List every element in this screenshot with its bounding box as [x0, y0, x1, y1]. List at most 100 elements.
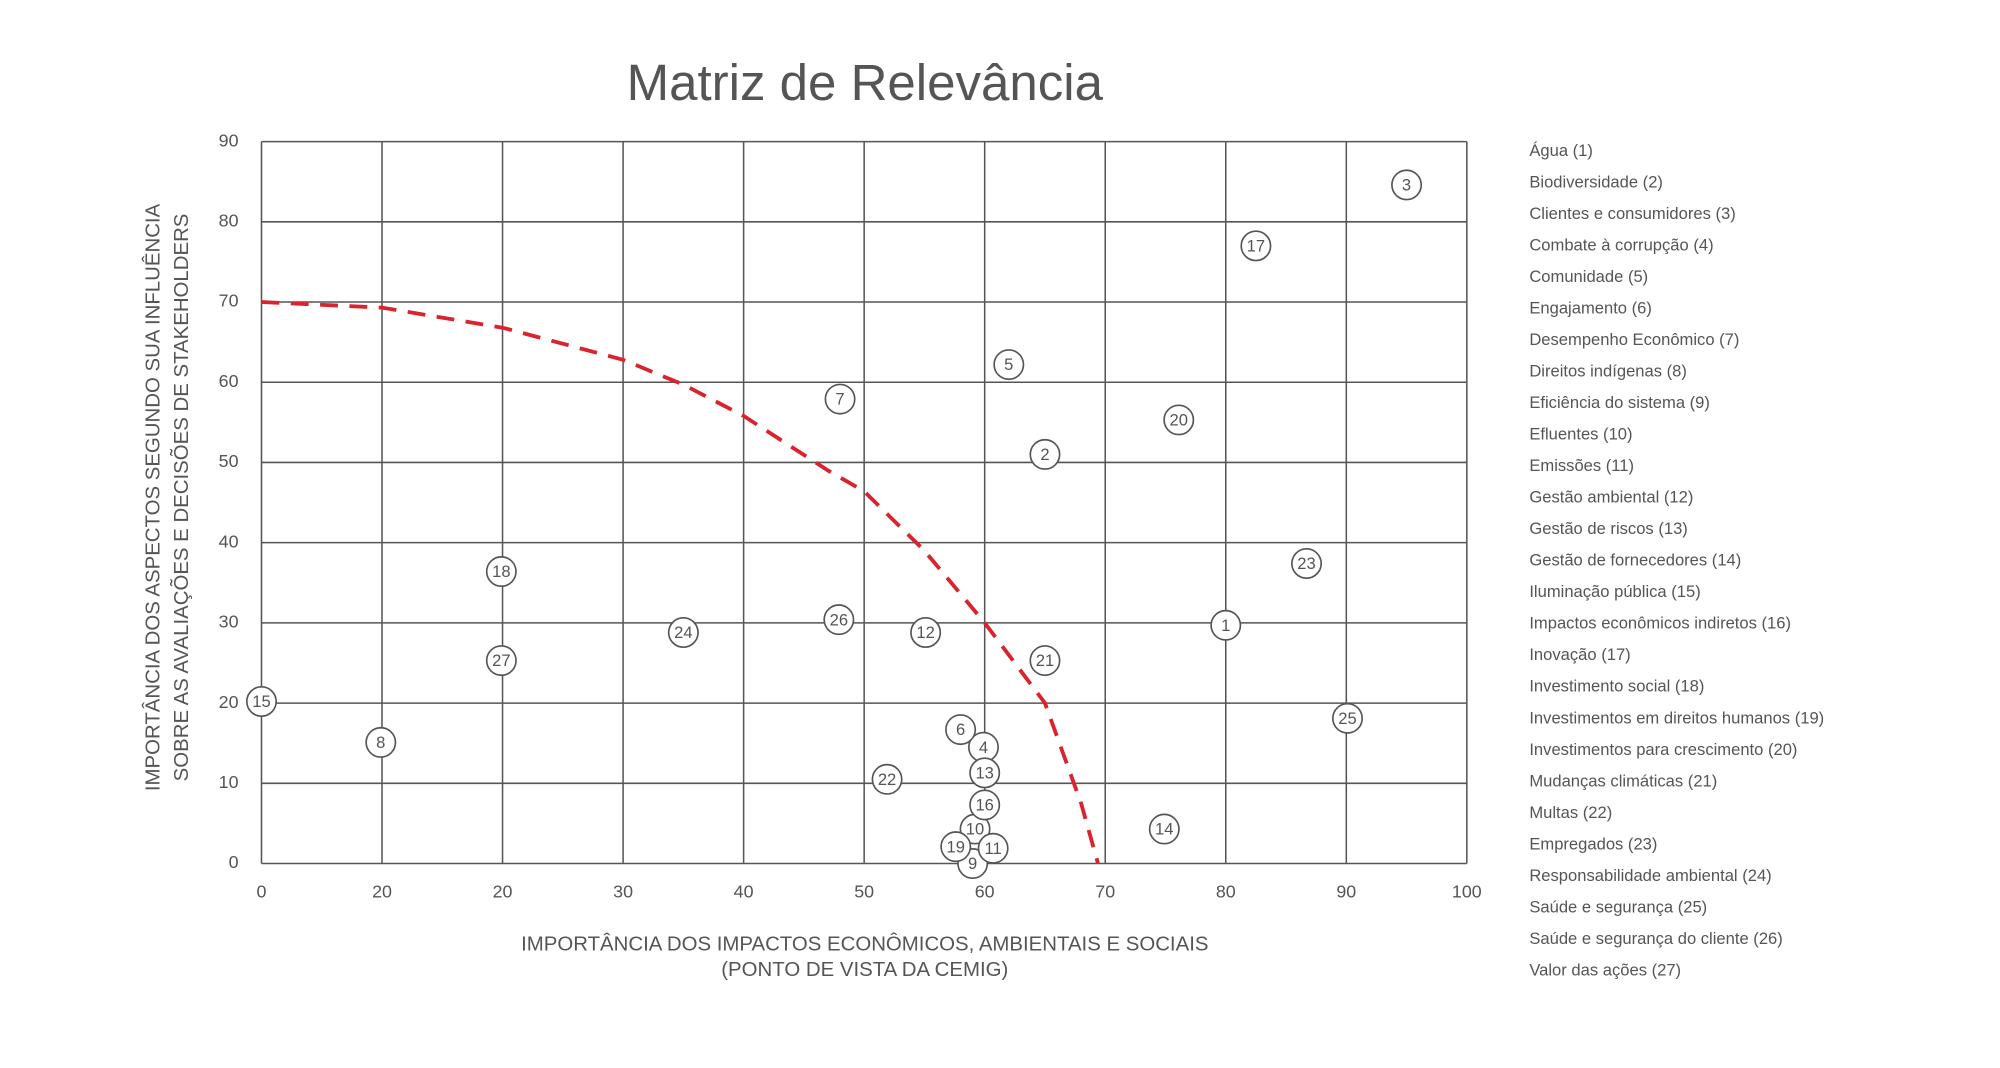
y-axis-title: IMPORTÂNCIA DOS ASPECTOS SEGUNDO SUA INF…: [142, 203, 165, 791]
legend-entry: Gestão de riscos (13): [1529, 519, 1687, 538]
data-point: [1210, 609, 1242, 641]
legend-entry: Engajamento (6): [1529, 299, 1652, 318]
x-tick-label: 70: [1095, 882, 1115, 902]
point-label: 20: [1170, 411, 1188, 430]
legend-entry: Comunidade (5): [1529, 267, 1648, 286]
data-point: [485, 556, 517, 588]
point-label: 27: [492, 651, 510, 670]
legend-entry: Combate à corrupção (4): [1529, 236, 1713, 255]
data-point: [969, 789, 1001, 821]
legend-entry: Saúde e segurança do cliente (26): [1529, 929, 1782, 948]
y-tick-label: 10: [219, 772, 239, 792]
data-point: [365, 726, 397, 758]
legend-entry: Investimento social (18): [1529, 677, 1704, 696]
y-tick-label: 70: [219, 291, 239, 311]
x-tick-label: 100: [1452, 882, 1482, 902]
legend-entry: Desempenho Econômico (7): [1529, 330, 1739, 349]
y-tick-label: 40: [219, 531, 239, 551]
legend-entry: Mudanças climáticas (21): [1529, 771, 1717, 790]
x-tick-label: 60: [975, 882, 995, 902]
legend-entry: Água (1): [1529, 141, 1593, 160]
point-label: 17: [1247, 237, 1265, 256]
data-point: [977, 832, 1009, 864]
data-point: [1240, 230, 1272, 262]
legend-entry: Saúde e segurança (25): [1529, 897, 1707, 916]
data-point: [485, 645, 517, 677]
data-point: [1163, 404, 1195, 436]
legend-entry: Emissões (11): [1529, 456, 1634, 475]
legend-entry: Inovação (17): [1529, 645, 1630, 664]
data-point: [667, 617, 699, 649]
point-label: 12: [916, 623, 934, 642]
point-label: 8: [376, 733, 385, 752]
data-point: [969, 757, 1001, 789]
point-label: 9: [968, 854, 977, 873]
data-point: [1148, 813, 1180, 845]
legend-entry: Biodiversidade (2): [1529, 173, 1663, 192]
point-label: 10: [966, 820, 984, 839]
y-tick-label: 30: [219, 612, 239, 632]
legend-entry: Gestão de fornecedores (14): [1529, 551, 1741, 570]
x-tick-label: 20: [493, 882, 513, 902]
data-point: [910, 617, 942, 649]
data-point: [1332, 702, 1364, 734]
legend-entry: Iluminação pública (15): [1529, 582, 1700, 601]
data-point: [1029, 645, 1061, 677]
legend-entry: Empregados (23): [1529, 834, 1657, 853]
legend-entry: Clientes e consumidores (3): [1529, 204, 1735, 223]
data-point: [823, 604, 855, 636]
y-tick-label: 20: [219, 692, 239, 712]
y-axis-title: SOBRE AS AVALIAÇÕES E DECISÕES DE STAKEH…: [169, 214, 193, 782]
threshold-curve: [261, 300, 1100, 865]
point-label: 11: [985, 839, 1002, 858]
point-label: 26: [830, 610, 848, 629]
point-label: 2: [1040, 445, 1049, 464]
point-label: 23: [1297, 554, 1315, 573]
point-label: 16: [975, 796, 993, 815]
legend-entry: Multas (22): [1529, 803, 1612, 822]
y-tick-label: 80: [219, 211, 239, 231]
point-label: 14: [1155, 820, 1173, 839]
legend-entry: Responsabilidade ambiental (24): [1529, 866, 1771, 885]
x-tick-label: 40: [734, 882, 754, 902]
legend-entry: Efluentes (10): [1529, 425, 1632, 444]
point-label: 7: [835, 390, 844, 409]
y-tick-label: 90: [219, 130, 239, 150]
point-label: 24: [674, 623, 692, 642]
y-tick-label: 60: [219, 371, 239, 391]
data-point: [871, 763, 903, 795]
data-point: [1391, 169, 1423, 201]
point-label: 3: [1402, 176, 1411, 195]
data-point: [945, 714, 977, 746]
legend-entry: Impactos econômicos indiretos (16): [1529, 614, 1791, 633]
point-label: 15: [252, 692, 270, 711]
x-tick-label: 20: [372, 882, 392, 902]
point-label: 1: [1221, 616, 1230, 635]
data-point: [245, 685, 277, 717]
legend-entry: Investimentos para crescimento (20): [1529, 740, 1797, 759]
legend-entry: Investimentos em direitos humanos (19): [1529, 708, 1824, 727]
x-axis-title: (PONTO DE VISTA DA CEMIG): [721, 959, 1008, 981]
legend-entry: Eficiência do sistema (9): [1529, 393, 1710, 412]
x-tick-label: 30: [613, 882, 633, 902]
data-point: [824, 383, 856, 415]
point-label: 6: [956, 720, 965, 739]
legend-entry: Gestão ambiental (12): [1529, 488, 1693, 507]
data-point: [1291, 548, 1323, 580]
legend-entry: Direitos indígenas (8): [1529, 362, 1687, 381]
point-label: 21: [1036, 651, 1054, 670]
data-point: [940, 831, 972, 863]
point-label: 18: [492, 562, 510, 581]
x-tick-label: 0: [257, 882, 267, 902]
point-label: 4: [979, 738, 988, 757]
point-label: 22: [878, 770, 896, 789]
data-point: [993, 349, 1025, 381]
point-label: 19: [947, 837, 965, 856]
point-label: 13: [975, 764, 993, 783]
x-tick-label: 90: [1336, 882, 1356, 902]
data-point: [1029, 438, 1061, 470]
chart-title: Matriz de Relevância: [627, 54, 1104, 111]
legend-entry: Valor das ações (27): [1529, 960, 1681, 979]
point-label: 25: [1338, 709, 1356, 728]
